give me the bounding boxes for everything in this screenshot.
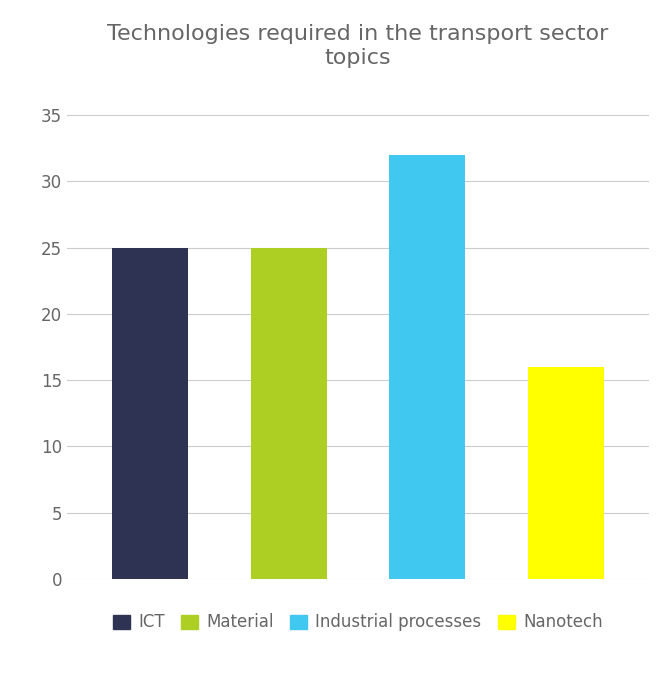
- Bar: [389, 155, 466, 579]
- Bar: [528, 367, 604, 579]
- Title: Technologies required in the transport sector
topics: Technologies required in the transport s…: [107, 25, 609, 67]
- Bar: [250, 248, 326, 579]
- Legend: ICT, Material, Industrial processes, Nanotech: ICT, Material, Industrial processes, Nan…: [106, 607, 609, 638]
- Bar: [112, 248, 188, 579]
